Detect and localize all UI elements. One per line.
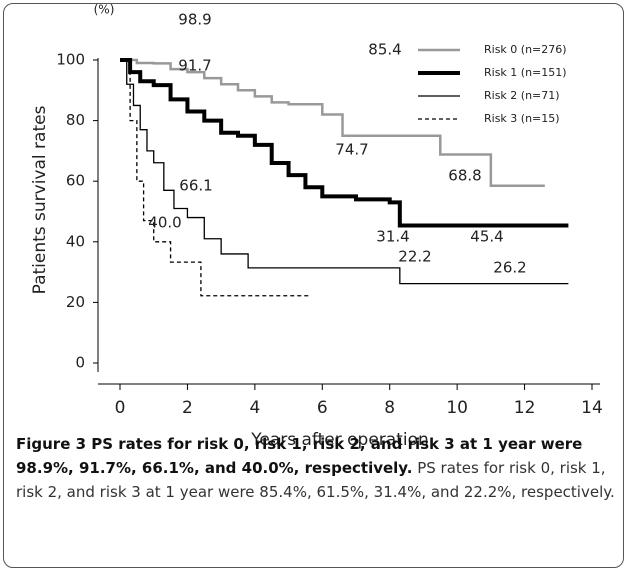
x-tick-label: 14 [581,398,603,418]
y-tick-label: 60 [66,172,85,190]
y-tick-label: 20 [66,293,85,311]
y-tick-label: 100 [56,51,85,69]
legend-label: Risk 3 (n=15) [484,112,560,125]
figure-frame [3,3,624,568]
y-unit: (%) [94,3,115,17]
survival-curve [120,58,569,228]
annotation: 22.2 [398,248,431,266]
survival-curve [120,58,545,187]
x-tick-label: 10 [446,398,468,418]
x-tick-label: 4 [249,398,260,418]
legend-label: Risk 0 (n=276) [484,43,567,56]
annotation: 98.9 [178,11,211,29]
x-tick-label: 12 [514,398,536,418]
y-tick-label: 0 [75,354,85,372]
x-tick-label: 8 [384,398,395,418]
annotation: 85.4 [368,41,401,59]
x-tick-label: 0 [115,398,126,418]
legend-label: Risk 2 (n=71) [484,89,560,102]
survival-curve [120,59,309,297]
annotation: 45.4 [470,228,503,246]
caption-text: PS rates for risk 0, risk 1, risk 2, and… [16,459,615,501]
y-tick-label: 80 [66,111,85,129]
legend-label: Risk 1 (n=151) [484,66,567,79]
annotation: 26.2 [493,259,526,277]
annotation: 66.1 [179,177,212,195]
annotation: 40.0 [148,214,181,232]
x-tick-label: 6 [317,398,328,418]
chart: (%) Patients survival rates Years after … [30,3,603,451]
y-axis-label: Patients survival rates [30,105,50,294]
x-axis-label: Years after operation [250,430,429,450]
x-tick-label: 2 [182,398,193,418]
y-tick-label: 40 [66,232,85,250]
annotation: 91.7 [178,57,211,75]
annotation: 74.7 [335,141,368,159]
survival-curve [120,59,569,285]
caption: Figure 3 PS rates for risk 0, risk 1, ri… [16,432,616,504]
caption-title: Figure 3 PS rates for risk 0, risk 1, ri… [16,435,583,477]
annotation: 31.4 [376,228,409,246]
annotation: 68.8 [448,167,481,185]
